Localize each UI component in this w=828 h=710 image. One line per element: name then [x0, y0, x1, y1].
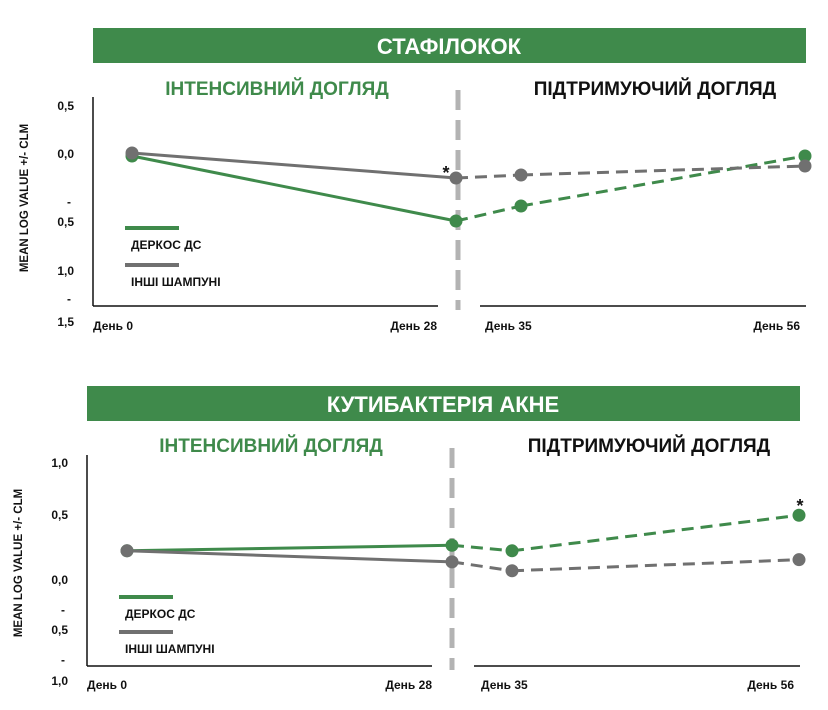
chart2-other-line-maintenance [511, 558, 800, 573]
chart1-xtick-day28: День 28 [390, 319, 437, 333]
chart1-other-point [125, 146, 139, 160]
chart2-legend-label-derkos: ДЕРКОС ДС [125, 607, 196, 621]
chart-cutibacterium: КУТИБАКТЕРІЯ АКНЕ ІНТЕНСИВНИЙ ДОГЛЯД ПІД… [13, 386, 806, 692]
chart2-other-line-maintenance [451, 560, 513, 573]
chart1-ytick: - [67, 292, 71, 306]
chart1-derkos-point [798, 149, 812, 163]
chart2-xtick-day56: День 56 [747, 678, 794, 692]
chart1-other-point [449, 171, 463, 185]
chart2-ylabel: MEAN LOG VALUE +/- CLM [13, 489, 25, 637]
chart2-derkos-line-maintenance [451, 543, 513, 553]
chart2-ytick: 1,0 [51, 456, 68, 470]
chart2-other-point [505, 564, 519, 578]
chart1-other-line-intensive [131, 151, 457, 180]
chart1-legend-label-other: ІНШІ ШАМПУНІ [131, 275, 221, 289]
chart1-other-line-maintenance [520, 164, 806, 177]
chart2-derkos-line-intensive [126, 543, 453, 553]
chart1-derkos-line-maintenance [455, 204, 522, 223]
chart2-xtick-day28: День 28 [385, 678, 432, 692]
chart1-legend: ДЕРКОС ДС ІНШІ ШАМПУНІ [125, 226, 221, 289]
chart2-ytick: 0,0 [51, 573, 68, 587]
chart1-other-point [514, 168, 528, 182]
chart1-xtick-day0: День 0 [93, 319, 133, 333]
chart2-phase-maintenance: ПІДТРИМУЮЧИЙ ДОГЛЯД [528, 435, 771, 457]
chart2-xtick-day0: День 0 [87, 678, 127, 692]
chart2-derkos-line-maintenance [511, 513, 800, 553]
chart1-ytick: - [67, 195, 71, 209]
chart2-ytick: 1,0 [51, 674, 68, 688]
chart1-ytick: 0,5 [57, 215, 74, 229]
chart1-phase-maintenance: ПІДТРИМУЮЧИЙ ДОГЛЯД [534, 78, 777, 100]
chart1-ytick: 0,0 [57, 147, 74, 161]
chart2-ytick: 0,5 [51, 623, 68, 637]
chart2-legend-label-other: ІНШІ ШАМПУНІ [125, 642, 215, 656]
chart1-derkos-point [514, 199, 528, 213]
chart1-other-point [798, 159, 812, 173]
chart2-other-point [792, 553, 806, 567]
chart2-title: КУТИБАКТЕРІЯ АКНЕ [327, 392, 559, 417]
chart2-yticks: 1,0 0,5 0,0 - 0,5 - 1,0 [51, 456, 68, 688]
chart2-derkos-point [445, 538, 459, 552]
chart2-ytick: - [61, 603, 65, 617]
chart1-derkos-line-intensive [131, 154, 457, 223]
chart-staphylococcus: СТАФІЛОКОК ІНТЕНСИВНИЙ ДОГЛЯД ПІДТРИМУЮЧ… [19, 28, 812, 333]
chart2-ytick: 0,5 [51, 508, 68, 522]
chart2-other-point [445, 555, 459, 569]
chart1-derkos-point [449, 214, 463, 228]
chart2-xtick-day35: День 35 [481, 678, 528, 692]
chart1-other-line-maintenance [455, 173, 522, 180]
chart1-xtick-day56: День 56 [753, 319, 800, 333]
chart1-yticks: 0,5 0,0 - 0,5 1,0 - 1,5 [57, 99, 74, 329]
chart2-other-point [120, 544, 134, 558]
chart1-significance-star: * [442, 163, 449, 183]
chart1-legend-label-derkos: ДЕРКОС ДС [131, 238, 202, 252]
chart2-title-banner [87, 386, 800, 421]
chart1-ytick: 0,5 [57, 99, 74, 113]
chart1-title-banner [93, 28, 806, 63]
chart1-xtick-day35: День 35 [485, 319, 532, 333]
chart1-ytick: 1,5 [57, 315, 74, 329]
chart2-ytick: - [61, 653, 65, 667]
chart1-ytick: 1,0 [57, 264, 74, 278]
chart2-legend: ДЕРКОС ДС ІНШІ ШАМПУНІ [119, 595, 215, 656]
chart1-ylabel: MEAN LOG VALUE +/- CLM [19, 124, 31, 272]
chart2-other-line-intensive [126, 549, 453, 564]
chart1-phase-intensive: ІНТЕНСИВНИЙ ДОГЛЯД [165, 78, 389, 100]
chart2-derkos-point [505, 544, 519, 558]
chart1-title: СТАФІЛОКОК [377, 34, 522, 59]
chart2-derkos-point [792, 508, 806, 522]
chart2-significance-star: * [796, 496, 803, 516]
chart1-derkos-line-maintenance [520, 154, 806, 208]
chart2-phase-intensive: ІНТЕНСИВНИЙ ДОГЛЯД [159, 435, 383, 457]
